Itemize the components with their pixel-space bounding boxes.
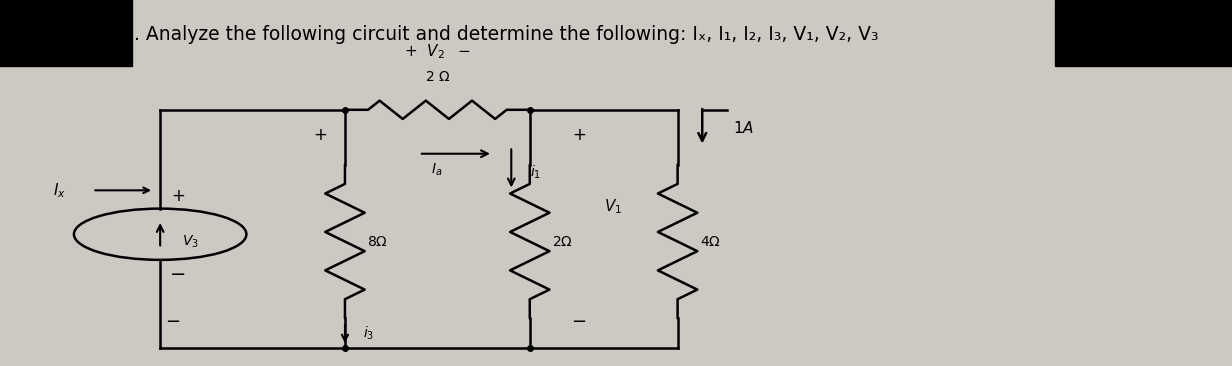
Text: $i_3$: $i_3$ (363, 324, 375, 342)
Text: $2\ \Omega$: $2\ \Omega$ (425, 70, 450, 84)
Text: +: + (171, 187, 186, 205)
Text: −: − (165, 313, 180, 331)
Text: $1A$: $1A$ (733, 120, 754, 136)
Text: −: − (170, 265, 187, 284)
Text: $i_1$: $i_1$ (530, 163, 541, 181)
Text: $I_a$: $I_a$ (431, 162, 442, 178)
Bar (1055, 0, 1232, 66)
Text: $8\Omega$: $8\Omega$ (367, 235, 388, 249)
Text: $+\ \ V_2\ \ -$: $+\ \ V_2\ \ -$ (404, 42, 471, 61)
Text: . Analyze the following circuit and determine the following: Iₓ, I₁, I₂, I₃, V₁,: . Analyze the following circuit and dete… (134, 25, 878, 44)
Text: $V_1$: $V_1$ (604, 197, 622, 216)
Text: +: + (572, 126, 586, 145)
Text: $4\Omega$: $4\Omega$ (700, 235, 721, 249)
Text: −: − (572, 313, 586, 331)
Bar (0, 0, 132, 66)
Text: $V_3$: $V_3$ (182, 234, 200, 250)
Text: +: + (313, 126, 328, 145)
Text: $I_x$: $I_x$ (53, 181, 65, 200)
Text: $2\Omega$: $2\Omega$ (552, 235, 573, 249)
